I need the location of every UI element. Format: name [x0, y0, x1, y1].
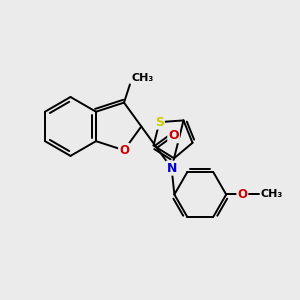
Text: CH₃: CH₃	[131, 73, 153, 83]
Text: O: O	[168, 129, 179, 142]
Text: O: O	[237, 188, 248, 201]
Text: N: N	[167, 162, 177, 175]
Text: S: S	[155, 116, 164, 129]
Text: O: O	[119, 144, 129, 157]
Text: CH₃: CH₃	[260, 190, 282, 200]
